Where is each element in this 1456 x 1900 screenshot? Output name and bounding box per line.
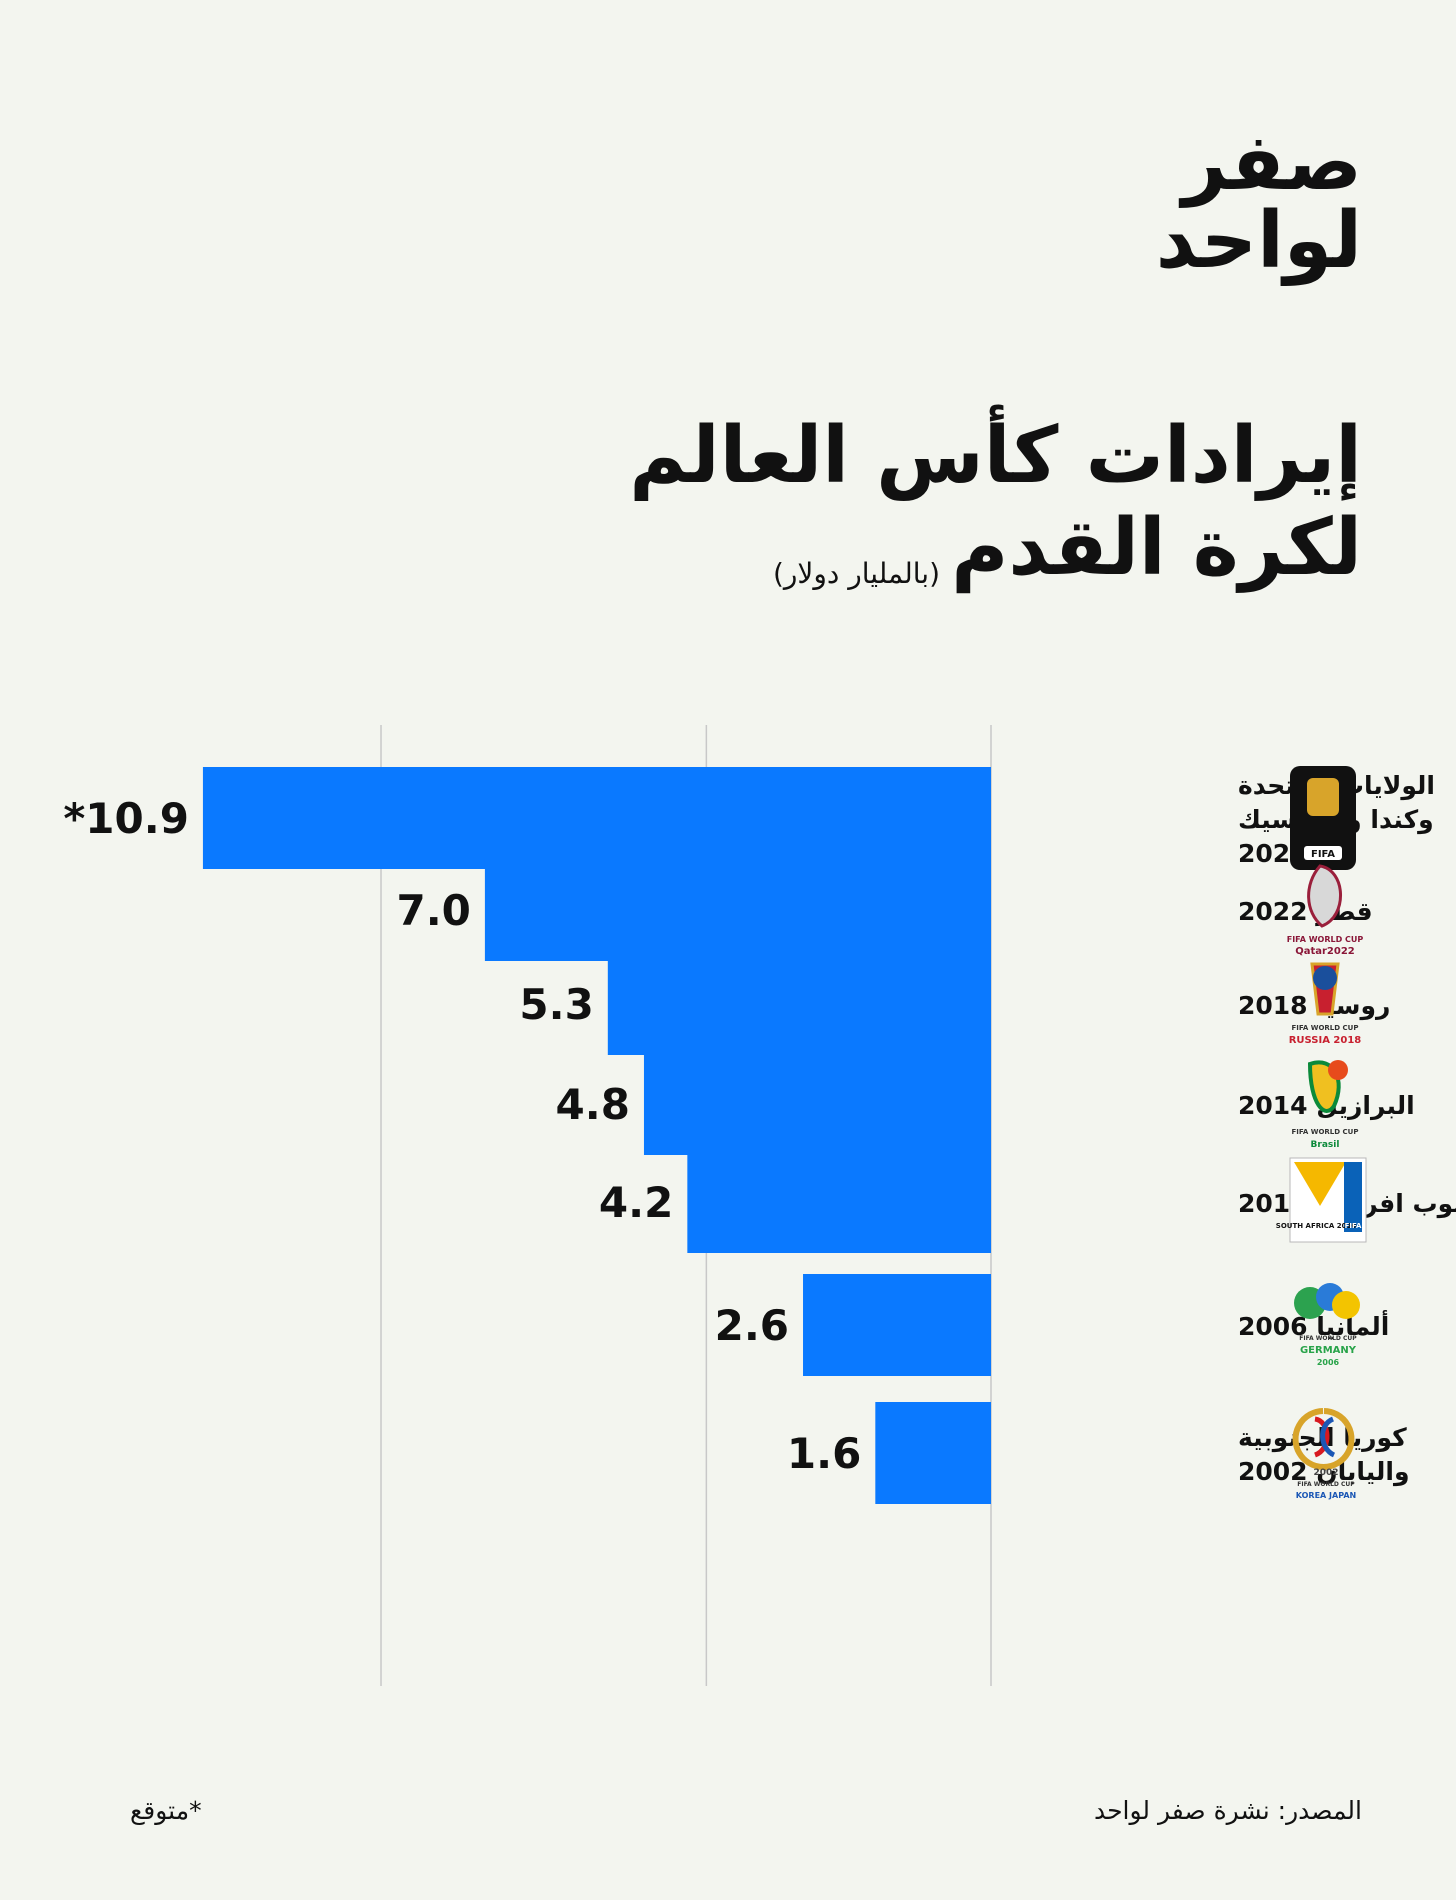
tournament-logo: FIFA WORLD CUP Qatar2022 <box>1287 864 1364 957</box>
bar-value-label: 1.6 <box>787 1429 861 1478</box>
category-label: روسيا 2018 <box>1238 991 1390 1021</box>
logo-shape <box>1307 864 1342 928</box>
logo-shape <box>1290 766 1356 870</box>
category-label-line: واليابان 2002 <box>1238 1457 1410 1487</box>
bar <box>643 1053 991 1155</box>
logo-text: 2002 <box>1313 1468 1338 1478</box>
brand-line-1: صفر <box>1181 118 1363 208</box>
tournament-logo: 2002 FIFA WORLD CUP KOREA JAPAN <box>1292 1408 1356 1500</box>
tournament-logo: FIFA WORLD CUP Brasil <box>1292 1060 1359 1150</box>
category-label-line: روسيا 2018 <box>1238 991 1390 1021</box>
logo-text: FIFA WORLD CUP <box>1292 1024 1359 1032</box>
category-label: قطر 2022 <box>1238 897 1373 927</box>
logo-shape <box>1344 1162 1362 1232</box>
logo-shape <box>1294 1162 1346 1206</box>
bar <box>202 767 991 869</box>
logo-text: Brasil <box>1311 1140 1340 1150</box>
tournament-logo: FIFA WORLD CUP GERMANY 2006 <box>1294 1283 1360 1367</box>
title-line-2: لكرة القدم <box>951 503 1362 593</box>
logo-shape <box>1292 1408 1355 1470</box>
logo-shape <box>1332 1291 1360 1319</box>
logo-shape <box>1328 1060 1348 1080</box>
logo-shape <box>1307 778 1339 816</box>
title-line-1: إيرادات كأس العالم <box>629 411 1362 501</box>
bar-value-label: 2.6 <box>715 1301 789 1350</box>
bar <box>687 1151 991 1253</box>
logo-text: FIFA <box>1345 1222 1362 1230</box>
estimate-note: *متوقع <box>130 1796 202 1825</box>
bar <box>803 1274 991 1376</box>
logo-text: FIFA WORLD CUP <box>1287 935 1364 944</box>
bar-value-label: 7.0 <box>396 886 470 935</box>
bar <box>607 953 991 1055</box>
brand-logo: صفر لواحد <box>1062 118 1363 286</box>
logo-text: FIFA WORLD CUP <box>1292 1128 1359 1136</box>
page-title: إيرادات كأس العالم لكرة القدم <box>562 410 1362 594</box>
logo-text: RUSSIA 2018 <box>1289 1035 1362 1046</box>
logo-text: Qatar2022 <box>1295 946 1355 957</box>
logo-shape <box>1320 1416 1336 1458</box>
brand-line-2: لواحد <box>1155 196 1363 286</box>
tournament-logo: FIFA <box>1290 766 1356 870</box>
logo-shape <box>1304 846 1342 860</box>
logo-shape <box>1313 1416 1330 1458</box>
chart-subtitle: (بالمليار دولار) <box>772 557 940 590</box>
logo-text: GERMANY <box>1300 1345 1357 1356</box>
tournament-logo: FIFA WORLD CUP RUSSIA 2018 <box>1289 962 1362 1046</box>
bar <box>484 859 991 961</box>
bar-value-label: 4.8 <box>556 1080 630 1129</box>
bar-value-label: 5.3 <box>519 980 593 1029</box>
logo-shape <box>1313 966 1337 990</box>
source-note: المصدر: نشرة صفر لواحد <box>1093 1796 1362 1825</box>
logo-text: FIFA WORLD CUP <box>1299 1335 1357 1342</box>
logo-text: SOUTH AFRICA 2010 <box>1276 1222 1357 1230</box>
bar <box>875 1402 991 1504</box>
logo-text: 2006 <box>1317 1358 1340 1367</box>
bar-value-label: *10.9 <box>63 794 189 843</box>
bar-value-label: 4.2 <box>599 1178 673 1227</box>
logo-text: FIFA WORLD CUP <box>1297 1481 1355 1488</box>
logo-text: KOREA JAPAN <box>1296 1491 1356 1500</box>
logo-text: FIFA <box>1311 849 1335 860</box>
category-label-line: قطر 2022 <box>1238 897 1373 927</box>
